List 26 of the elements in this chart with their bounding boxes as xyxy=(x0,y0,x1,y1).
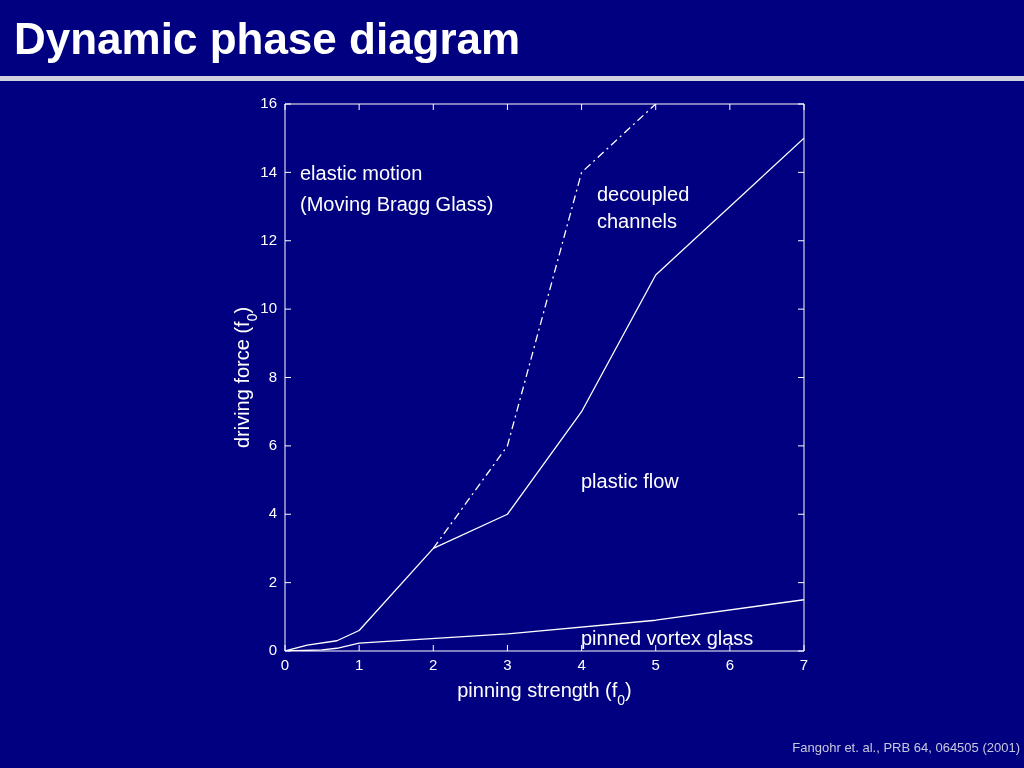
y-tick-label: 4 xyxy=(268,504,277,522)
y-tick-label: 10 xyxy=(260,299,277,317)
annotation: (Moving Bragg Glass) xyxy=(300,193,494,215)
y-tick-label: 6 xyxy=(268,436,277,454)
chart-title: Dynamic phase diagram xyxy=(14,14,521,64)
x-tick-label: 2 xyxy=(429,656,438,674)
x-tick-label: 5 xyxy=(651,656,660,674)
x-tick-label: 4 xyxy=(577,656,586,674)
x-tick-label: 7 xyxy=(799,656,809,674)
annotation: decoupled xyxy=(597,183,690,205)
y-tick-label: 2 xyxy=(268,572,277,590)
x-tick-label: 3 xyxy=(503,656,512,674)
annotation: elastic motion xyxy=(300,162,423,184)
annotation: plastic flow xyxy=(581,470,680,492)
x-tick-label: 1 xyxy=(354,656,364,674)
x-tick-label: 0 xyxy=(280,656,290,674)
text: Fangohr et. al., PRB 64, 064505 (2001) xyxy=(792,740,1020,755)
y-axis-title: driving force (f0) xyxy=(231,306,260,449)
y-tick-label: 8 xyxy=(268,367,277,385)
y-tick-label: 0 xyxy=(268,641,277,659)
y-tick-label: 16 xyxy=(260,94,277,112)
y-tick-label: 14 xyxy=(260,162,277,180)
annotation: pinned vortex glass xyxy=(581,627,754,649)
x-tick-label: 6 xyxy=(725,656,735,674)
y-tick-label: 12 xyxy=(260,230,277,248)
annotation: channels xyxy=(597,210,678,232)
